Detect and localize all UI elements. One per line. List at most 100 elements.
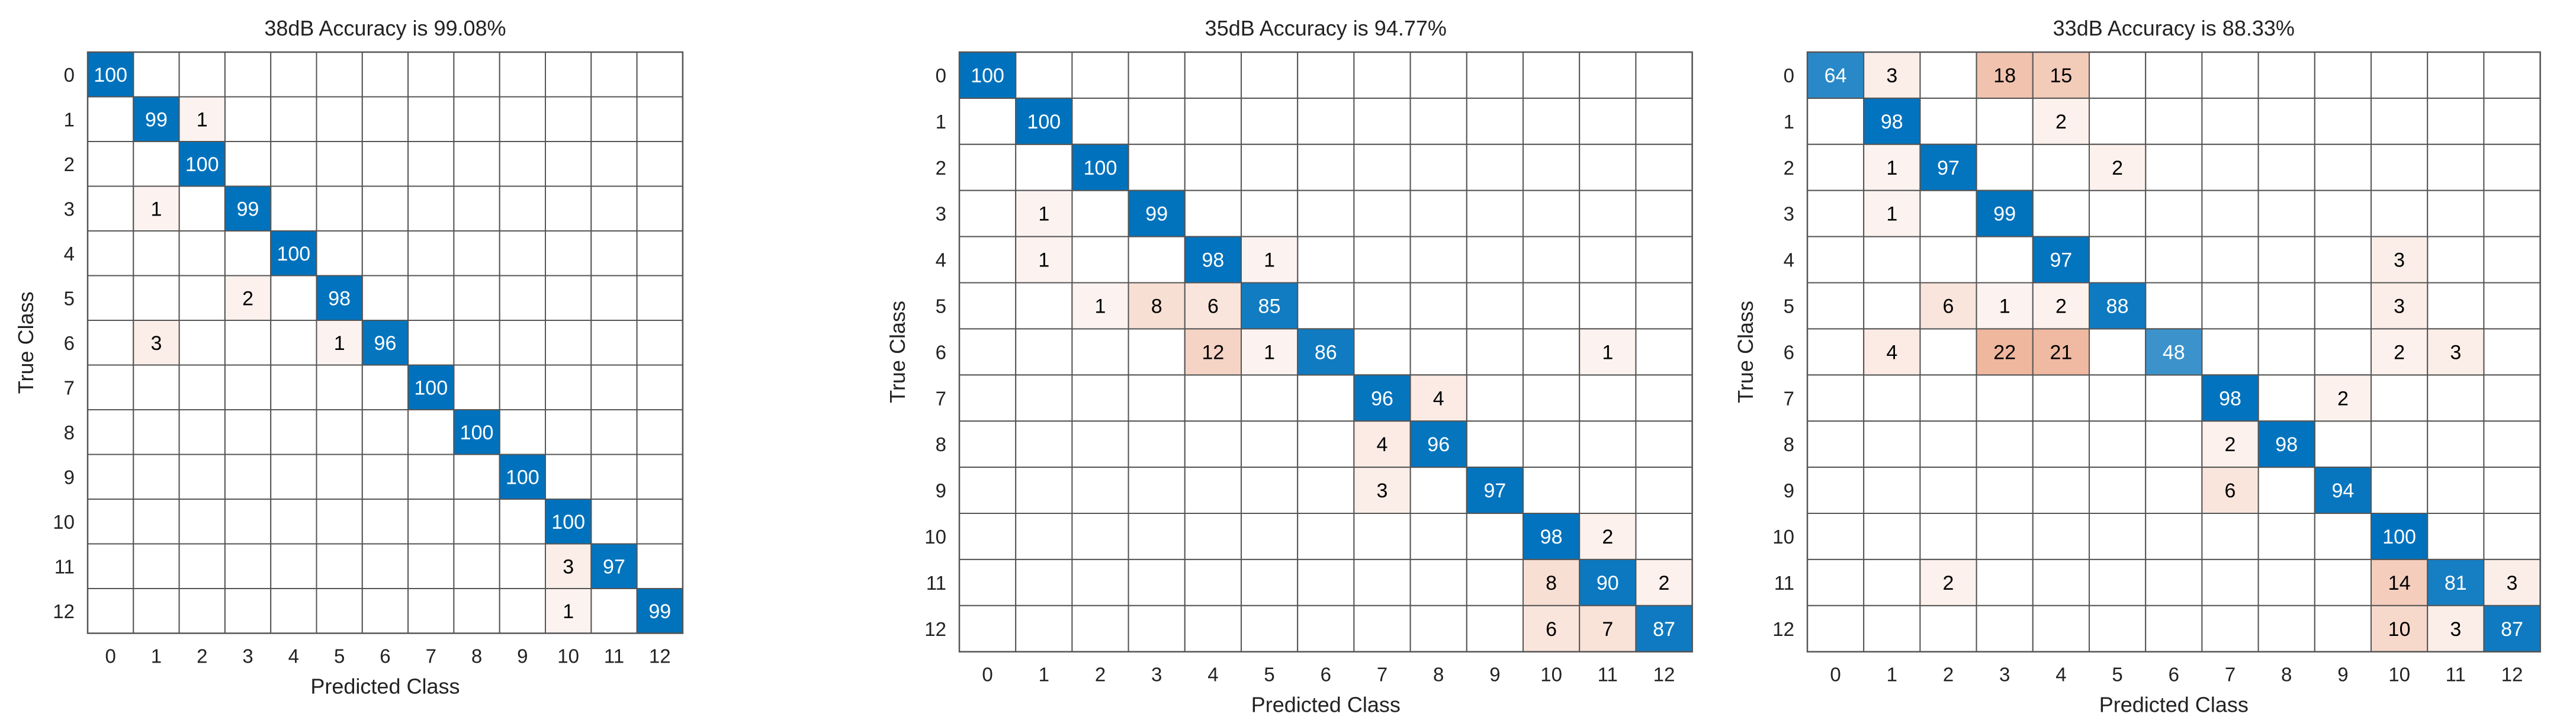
- cell-value-label: 3: [150, 332, 162, 355]
- matrix-cell-empty: [636, 185, 683, 232]
- matrix-cell-empty: [1409, 605, 1467, 652]
- matrix-cell-empty: [590, 96, 638, 142]
- matrix-cell-empty: [1523, 52, 1581, 99]
- matrix-cell-empty: [2371, 189, 2429, 237]
- matrix-cell-diagonal: [133, 96, 180, 142]
- matrix-cell-empty: [590, 454, 638, 500]
- y-tick-label: 8: [936, 433, 946, 455]
- x-tick-label: 1: [1039, 664, 1049, 686]
- matrix-cell-empty: [1184, 97, 1242, 145]
- matrix-cell-empty: [316, 52, 363, 98]
- y-tick-label: 3: [936, 203, 946, 225]
- matrix-cell-empty: [2371, 420, 2429, 468]
- matrix-cell-empty: [1409, 558, 1467, 606]
- matrix-cell-empty: [1807, 282, 1865, 330]
- matrix-cell-empty: [453, 320, 500, 366]
- matrix-cell-empty: [1807, 374, 1865, 422]
- matrix-cell-empty: [407, 275, 455, 321]
- matrix-cell-empty: [959, 189, 1017, 237]
- matrix-cell-diagonal: [2089, 282, 2147, 330]
- matrix-cell-empty: [2257, 328, 2315, 376]
- y-tick-label: 12: [924, 618, 946, 640]
- matrix-cell-empty: [1523, 236, 1581, 284]
- matrix-cell-offdiagonal: [1128, 282, 1186, 330]
- matrix-cell-empty: [1635, 52, 1693, 99]
- matrix-cell-empty: [224, 454, 272, 500]
- confusion-matrix-38db: 38dB Accuracy is 99.08% 100 99 1 100 1 99 100 2 9…: [0, 0, 829, 717]
- cell-value-label: 1: [1886, 203, 1897, 226]
- x-tick-label: 11: [2446, 664, 2466, 686]
- matrix-cell-empty: [2145, 282, 2203, 330]
- y-tick-label: 4: [64, 243, 75, 265]
- matrix-cell-diagonal: [2201, 374, 2259, 422]
- matrix-cell-empty: [1071, 328, 1129, 376]
- matrix-cell-empty: [87, 320, 134, 366]
- matrix-cell-empty: [545, 52, 592, 98]
- matrix-cell-offdiagonal: [2032, 97, 2090, 145]
- cell-value-label: 81: [2445, 572, 2467, 594]
- matrix-cell-offdiagonal: [2032, 52, 2090, 99]
- matrix-cell-empty: [316, 588, 363, 634]
- matrix-cell-empty: [178, 364, 226, 410]
- matrix-cell-diagonal: [1241, 282, 1299, 330]
- matrix-cell-empty: [1184, 558, 1242, 606]
- matrix-cell-empty: [178, 454, 226, 500]
- matrix-cell-empty: [1523, 374, 1581, 422]
- matrix-cell-empty: [87, 543, 134, 589]
- matrix-cell-empty: [636, 499, 683, 545]
- matrix-cell-empty: [1071, 52, 1129, 99]
- matrix-cell-empty: [1466, 143, 1524, 191]
- matrix-cell-empty: [1015, 282, 1073, 330]
- matrix-cell-empty: [270, 320, 317, 366]
- matrix-cell-empty: [407, 52, 455, 98]
- cell-value-label: 1: [1038, 249, 1049, 272]
- matrix-cell-empty: [2201, 52, 2259, 99]
- matrix-cell-offdiagonal: [2089, 143, 2147, 191]
- matrix-cell-empty: [2145, 605, 2203, 652]
- x-tick-label: 11: [1598, 664, 1618, 686]
- matrix-cell-empty: [316, 499, 363, 545]
- matrix-cell-empty: [545, 230, 592, 277]
- cell-value-label: 100: [1084, 157, 1117, 179]
- matrix-cell-diagonal: [2032, 236, 2090, 284]
- matrix-cell-empty: [636, 141, 683, 187]
- matrix-cell-empty: [636, 96, 683, 142]
- cell-value-label: 2: [1602, 526, 1613, 548]
- matrix-cell-empty: [499, 499, 547, 545]
- matrix-cell-empty: [1241, 513, 1299, 560]
- matrix-border: [958, 51, 1693, 652]
- matrix-cell-empty: [1353, 189, 1411, 237]
- cell-value-label: 7: [1602, 618, 1613, 641]
- matrix-cell-empty: [2145, 420, 2203, 468]
- y-tick-label: 2: [936, 157, 946, 179]
- matrix-cell-empty: [361, 499, 409, 545]
- matrix-cell-empty: [499, 364, 547, 410]
- matrix-cell-empty: [361, 364, 409, 410]
- matrix-cell-empty: [590, 275, 638, 321]
- matrix-cell-empty: [1241, 558, 1299, 606]
- matrix-cell-offdiagonal: [2314, 374, 2372, 422]
- matrix-cell-empty: [1015, 513, 1073, 560]
- x-tick-label: 2: [197, 645, 207, 667]
- matrix-cell-empty: [2371, 467, 2429, 514]
- matrix-cell-empty: [2483, 236, 2541, 284]
- matrix-cell-empty: [1635, 143, 1693, 191]
- matrix-cell-empty: [2257, 282, 2315, 330]
- y-tick-label: 2: [64, 153, 75, 175]
- y-tick-label: 8: [1784, 433, 1794, 455]
- matrix-cell-empty: [2032, 605, 2090, 652]
- matrix-cell-empty: [1863, 374, 1921, 422]
- matrix-cell-empty: [1353, 328, 1411, 376]
- matrix-cell-empty: [1297, 143, 1355, 191]
- matrix-cell-empty: [1466, 328, 1524, 376]
- x-tick-label: 2: [1943, 664, 1954, 686]
- matrix-cell-empty: [2201, 558, 2259, 606]
- y-tick-label: 11: [1774, 572, 1794, 594]
- matrix-cell-empty: [1466, 97, 1524, 145]
- matrix-cell-empty: [1919, 236, 1977, 284]
- matrix-cell-empty: [545, 96, 592, 142]
- cell-value-label: 99: [145, 108, 168, 131]
